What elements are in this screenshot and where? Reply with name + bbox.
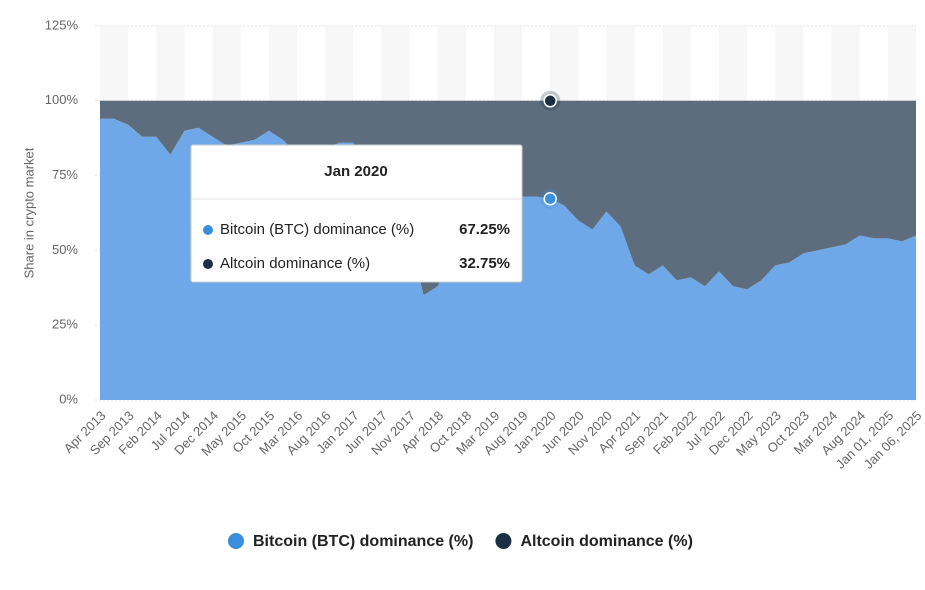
tooltip-name: Altcoin dominance (%) (220, 255, 370, 272)
tooltip-dot (203, 225, 213, 235)
legend: Bitcoin (BTC) dominance (%) Altcoin domin… (228, 533, 693, 550)
tooltip-name: Bitcoin (BTC) dominance (%) (220, 221, 414, 238)
y-tick-label: 75% (52, 167, 78, 182)
y-tick-label: 0% (59, 391, 78, 406)
tooltip-dot (203, 259, 213, 269)
tooltip-value: 32.75% (459, 255, 510, 272)
hover-marker (543, 94, 557, 108)
legend-label: Altcoin dominance (%) (520, 533, 692, 550)
tooltip-box (190, 144, 523, 283)
legend-swatch (228, 533, 244, 549)
tooltip-title: Jan 2020 (324, 163, 387, 180)
y-tick-label: 25% (52, 317, 78, 332)
tooltip-value: 67.25% (459, 221, 510, 238)
y-tick-label: 100% (45, 92, 79, 107)
y-axis-title: Share in crypto market (21, 147, 36, 278)
legend-label: Bitcoin (BTC) dominance (%) (253, 533, 473, 550)
tooltip: Jan 2020 Bitcoin (BTC) dominance (%) 67.25… (190, 144, 523, 283)
hover-marker (543, 192, 557, 206)
legend-swatch (495, 533, 512, 549)
y-tick-label: 50% (52, 242, 78, 257)
legend-item[interactable]: Bitcoin (BTC) dominance (%) (228, 533, 473, 550)
y-tick-label: 125% (45, 17, 79, 32)
legend-item[interactable]: Altcoin dominance (%) (495, 533, 693, 550)
